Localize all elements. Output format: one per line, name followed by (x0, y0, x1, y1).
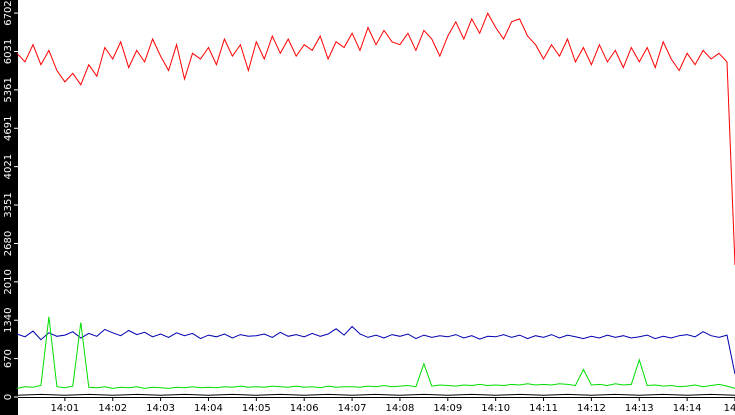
x-tick-label: 14:08 (386, 403, 415, 414)
x-tick-label: 14:12 (577, 403, 606, 414)
y-axis-strip (0, 0, 18, 415)
y-tick-label: 0 (3, 394, 14, 400)
x-tick-label: 14:13 (625, 403, 654, 414)
x-tick-label: 14:07 (338, 403, 367, 414)
x-tick-label: 14:01 (50, 403, 79, 414)
x-tick-label: 14 (724, 403, 735, 414)
x-tick-label: 14:03 (146, 403, 175, 414)
y-tick-label: 5361 (3, 77, 14, 102)
x-tick-label: 14:06 (290, 403, 319, 414)
y-tick-label: 6031 (3, 39, 14, 64)
y-tick-label: 6702 (3, 0, 14, 25)
y-tick-label: 4021 (3, 154, 14, 179)
x-tick-label: 14:11 (529, 403, 558, 414)
y-tick-label: 3351 (3, 192, 14, 217)
series-line (16, 316, 735, 389)
y-tick-label: 2680 (3, 231, 14, 256)
x-tick-label: 14:14 (673, 403, 702, 414)
y-tick-label: 1340 (3, 308, 14, 333)
x-tick-label: 14:04 (194, 403, 223, 414)
x-tick-label: 14:02 (98, 403, 127, 414)
x-tick-label: 14:10 (481, 403, 510, 414)
series-line (16, 393, 735, 396)
x-tick-label: 14:05 (242, 403, 271, 414)
series-line (16, 325, 735, 375)
series-line (16, 12, 735, 266)
y-tick-label: 670 (3, 349, 14, 368)
x-tick-label: 14:09 (433, 403, 462, 414)
y-tick-label: 2010 (3, 269, 14, 294)
y-tick-label: 4691 (3, 116, 14, 141)
